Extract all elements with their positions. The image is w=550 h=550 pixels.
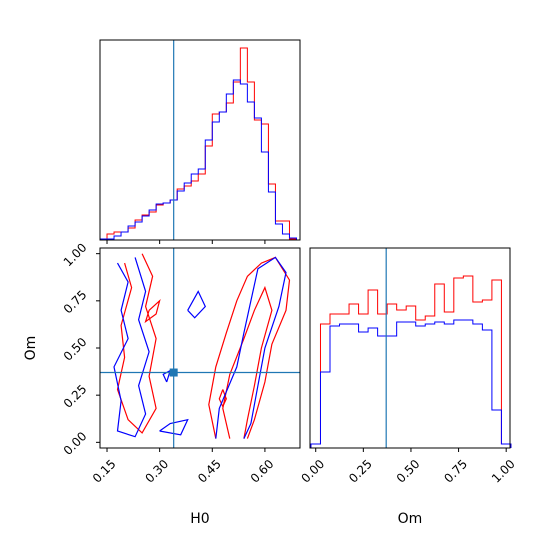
joint-contour-series-1-3 [222,285,273,439]
joint-ytick-label: 1.00 [61,240,90,269]
om-xtick-label: 0.25 [346,457,375,486]
om-xtick-label: 0.50 [394,457,423,486]
joint-truth-marker [169,368,178,377]
joint-xtick-label: 0.60 [248,457,277,486]
joint-contour-series-2-1 [113,257,150,438]
om-hist-series-2 [310,319,512,448]
joint-ytick-label: 0.75 [61,288,90,317]
om-xtick-label: 0.75 [441,457,470,486]
joint-contour-series-1-1 [116,253,157,434]
h0-marginal-panel [99,39,301,244]
om-xtick-label: 0.00 [298,457,327,486]
joint-ytick-label: 0.25 [61,382,90,411]
joint-contour-series-1-2 [208,256,291,439]
om-xtick-label: 1.00 [489,457,518,486]
joint-frame [99,247,301,449]
om-frame [309,247,511,449]
h0-hist-series-2 [99,79,297,240]
h0-om-joint-panel: 0.15 0.30 0.45 0.60 0.00 0.25 0.50 0.75 1.00 H0 Om [23,240,301,527]
joint-xtick-label: 0.30 [142,457,171,486]
joint-xtick-label: 0.15 [90,457,119,486]
joint-contour-series-2-4 [187,290,207,319]
om-xlabel: Om [398,511,423,527]
joint-xlabel: H0 [190,511,209,527]
joint-contour-series-2-2 [215,256,287,439]
h0-hist-series-1 [99,47,297,240]
h0-frame [99,39,301,241]
joint-xtick-label: 0.45 [195,457,224,486]
joint-contour-series-1-4 [144,298,161,324]
joint-ytick-label: 0.00 [61,429,90,458]
om-hist-series-1 [310,275,512,448]
joint-ytick-label: 0.50 [61,335,90,364]
joint-ylabel: Om [23,336,39,361]
om-marginal-panel: 0.00 0.25 0.50 0.75 1.00 Om [298,247,518,527]
